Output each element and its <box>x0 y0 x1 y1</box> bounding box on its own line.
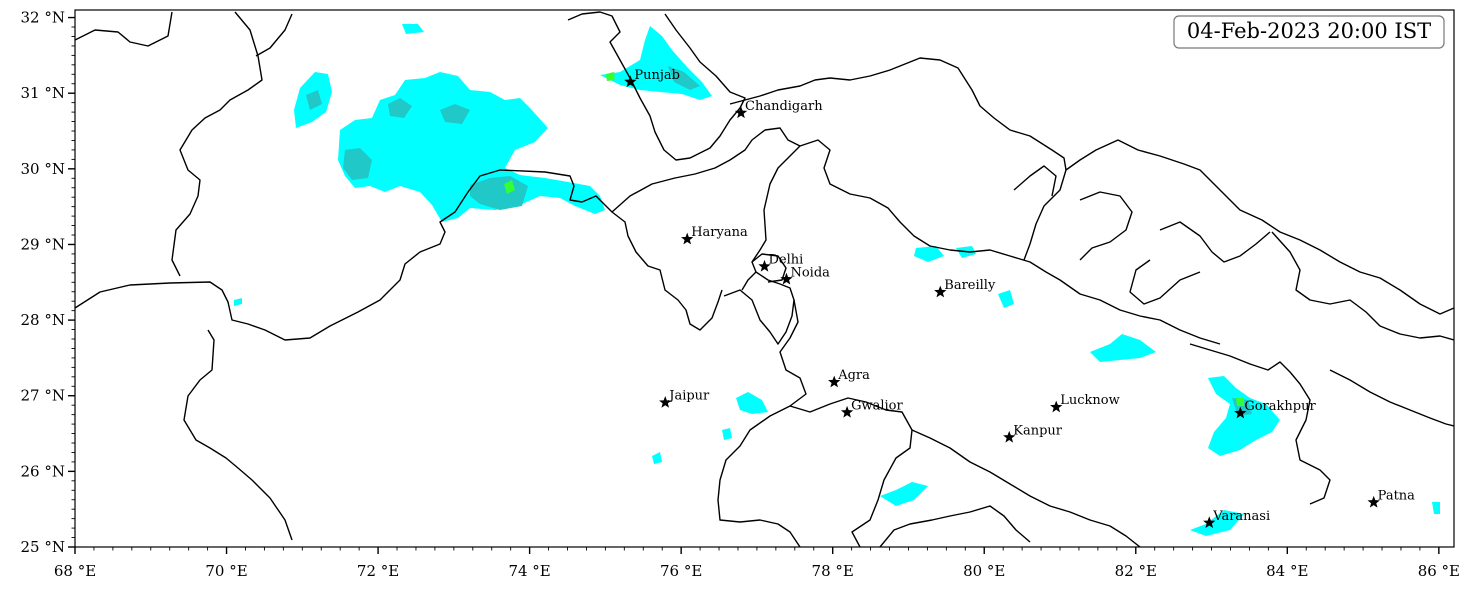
city-label-delhi: Delhi <box>769 252 804 267</box>
city-marker-haryana <box>681 232 694 245</box>
precip-cell-small-3 <box>998 290 1014 308</box>
city-marker-bareilly <box>934 285 947 298</box>
axis-ticks: 68 °E 70 °E 72 °E 74 °E 76 °E 78 °E 80 °E 82 °E… <box>21 9 1460 580</box>
x-tick-label: 72 °E <box>357 562 399 580</box>
border-up-mp-east <box>911 429 1141 547</box>
precip-cell-heavy-3 <box>1236 398 1244 406</box>
border-delhi <box>751 253 787 283</box>
precip-cell-small-8 <box>1190 510 1244 536</box>
x-tick-label: 86 °E <box>1418 562 1460 580</box>
x-tick-label: 82 °E <box>1115 562 1157 580</box>
city-label-noida: Noida <box>790 265 830 280</box>
city-marker-varanasi <box>1203 516 1216 529</box>
x-tick-label: 68 °E <box>54 562 96 580</box>
x-tick-label: 80 °E <box>963 562 1005 580</box>
y-tick-label: 26 °N <box>21 462 65 480</box>
border-pakistan-inner <box>183 13 293 541</box>
x-tick-label: 84 °E <box>1266 562 1308 580</box>
y-tick-label: 29 °N <box>21 235 65 253</box>
x-tick-label: 70 °E <box>205 562 247 580</box>
city-label-kanpur: Kanpur <box>1013 423 1063 438</box>
city-label-gwalior: Gwalior <box>851 398 903 413</box>
y-tick-label: 27 °N <box>21 387 65 405</box>
city-label-lucknow: Lucknow <box>1060 393 1120 408</box>
city-label-chandigarh: Chandigarh <box>745 99 823 114</box>
city-marker-gwalior <box>840 405 854 418</box>
border-pakistan-west <box>75 11 263 277</box>
border-rajasthan-south <box>717 405 801 547</box>
border-up-bihar <box>1189 343 1331 505</box>
precip-cell-small-9 <box>1432 502 1440 514</box>
y-tick-label: 30 °N <box>21 160 65 178</box>
border-uttarakhand-south <box>799 139 1221 345</box>
city-label-bareilly: Bareilly <box>944 278 996 293</box>
border-up-mp-south <box>879 505 1031 547</box>
x-tick-label: 78 °E <box>812 562 854 580</box>
city-label-gorakhpur: Gorakhpur <box>1244 399 1316 414</box>
x-tick-label: 76 °E <box>660 562 702 580</box>
timestamp-label: 04-Feb-2023 20:00 IST <box>1187 19 1431 43</box>
city-marker-jaipur <box>659 396 672 408</box>
city-marker-chandigarh <box>734 106 748 119</box>
y-tick-label: 32 °N <box>21 9 65 27</box>
y-tick-label: 28 °N <box>21 311 65 329</box>
city-label-agra: Agra <box>837 368 870 383</box>
precip-cell-small-5 <box>736 392 768 414</box>
precip-cell-punjab-pakistan-core <box>343 98 528 210</box>
border-haryana <box>611 127 801 345</box>
y-tick-label: 25 °N <box>21 538 65 556</box>
border-nepal-inner-3 <box>1271 231 1454 341</box>
x-tick-label: 74 °E <box>508 562 550 580</box>
precip-cell-heavy-2 <box>606 72 615 81</box>
timestamp-frame <box>1173 15 1445 49</box>
border-delhi-east <box>741 271 757 291</box>
border-india-pakistan <box>75 169 723 341</box>
timestamp-box: 04-Feb-2023 20:00 IST <box>1173 15 1445 49</box>
city-marker-agra <box>828 375 841 388</box>
city-label-jaipur: Jaipur <box>667 389 710 404</box>
city-marker-kanpur <box>1003 430 1016 443</box>
precip-cell-small-4 <box>1090 334 1156 362</box>
city-label-patna: Patna <box>1378 488 1416 503</box>
precip-cell-west-core <box>306 90 322 110</box>
city-marker-lucknow <box>1050 400 1063 413</box>
city-label-varanasi: Varanasi <box>1212 509 1270 524</box>
city-label-haryana: Haryana <box>691 225 748 240</box>
precip-cell-small-6 <box>880 482 928 506</box>
border-rajasthan-mp <box>779 299 913 547</box>
y-tick-label: 31 °N <box>21 84 65 102</box>
city-marker-punjab <box>624 75 637 88</box>
border-nepal-inner-2 <box>1129 221 1271 305</box>
border-nepal-districts <box>1023 139 1454 315</box>
city-marker-gorakhpur <box>1234 406 1247 419</box>
border-uttarakhand <box>729 57 1067 171</box>
precip-cell-small-1 <box>402 24 424 34</box>
precip-cell-small-2 <box>914 246 976 262</box>
city-marker-delhi <box>758 259 771 272</box>
border-nepal-inner-1 <box>1013 165 1133 261</box>
city-marker-noida <box>780 272 793 285</box>
precip-cell-punjab-india-core <box>668 66 700 90</box>
border-layer <box>75 11 1454 547</box>
precip-cell-gorakhpur <box>1208 376 1280 456</box>
city-marker-patna <box>1367 495 1380 508</box>
city-label-punjab: Punjab <box>634 68 680 83</box>
plot-frame <box>74 9 1455 548</box>
precip-cell-heavy-1 <box>504 180 515 194</box>
border-bihar-east <box>1329 369 1454 427</box>
border-punjab-himachal <box>567 11 746 161</box>
